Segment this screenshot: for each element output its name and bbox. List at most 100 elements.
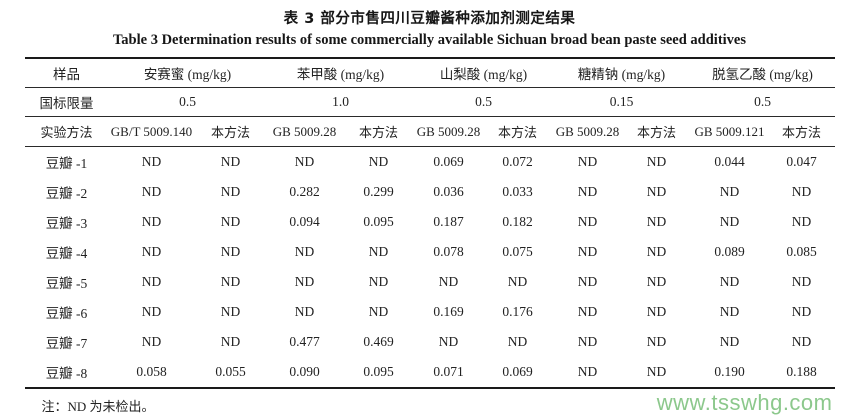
cell-value-r2-c1: ND	[141, 184, 162, 199]
cell-value-r5-c6: ND	[507, 274, 528, 289]
limit-value-5: 0.5	[690, 87, 835, 117]
limit-row-label: 国标限量	[24, 87, 109, 117]
cell-value-r3-c8: ND	[646, 214, 667, 229]
cell-value-r6-c8: ND	[646, 304, 667, 319]
sample-row-1: 豆瓣 -1 ND ND ND ND 0.069 0.072 ND ND 0.044 0.047	[25, 147, 835, 178]
cell-value-r3-c4: 0.095	[363, 214, 394, 229]
cell-value-r6-c7: ND	[577, 304, 598, 319]
limit-value-3: 0.5	[414, 87, 553, 117]
method-ours-1: 本方法	[194, 116, 267, 147]
cell-value-r7-c5: ND	[438, 334, 459, 349]
method-standard-3: GB 5009.28	[414, 116, 483, 147]
cell-value-r8-c6: 0.069	[502, 364, 533, 379]
cell-value-r7-c9: ND	[719, 334, 740, 349]
cell-value-r2-c4: 0.299	[363, 184, 394, 199]
cell-value-r4-c2: ND	[220, 244, 241, 259]
cell-value-r6-c4: ND	[368, 304, 389, 319]
cell-value-r5-c10: ND	[791, 274, 812, 289]
cell-value-r3-c3: 0.094	[289, 214, 320, 229]
cell-value-r3-c7: ND	[577, 214, 598, 229]
sample-name: 豆瓣 -1	[45, 156, 88, 171]
cell-value-r3-c5: 0.187	[433, 214, 464, 229]
limit-row: 国标限量 0.5 1.0 0.5 0.15 0.5	[24, 87, 835, 117]
cell-value-r1-c7: ND	[577, 154, 598, 169]
sample-row-7: 豆瓣 -7 ND ND 0.477 0.469 ND ND ND ND ND ND	[25, 327, 835, 357]
cell-value-r8-c10: 0.188	[786, 364, 817, 379]
cell-value-r6-c9: ND	[719, 304, 740, 319]
cell-value-r3-c9: ND	[719, 214, 740, 229]
col-header-sample: 样品	[24, 58, 109, 88]
cell-value-r6-c1: ND	[141, 304, 162, 319]
cell-value-r5-c4: ND	[368, 274, 389, 289]
cell-value-r7-c4: 0.469	[363, 334, 394, 349]
sample-row-2: 豆瓣 -2 ND ND 0.282 0.299 0.036 0.033 ND ND ND ND	[25, 177, 835, 207]
cell-value-r8-c8: ND	[646, 364, 667, 379]
cell-value-r8-c9: 0.190	[714, 364, 745, 379]
cell-value-r6-c6: 0.176	[502, 304, 533, 319]
cell-value-r1-c9: 0.044	[714, 154, 745, 169]
method-standard-2: GB 5009.28	[266, 116, 343, 147]
sample-row-5: 豆瓣 -5 ND ND ND ND ND ND ND ND ND ND	[25, 267, 835, 297]
sample-row-6: 豆瓣 -6 ND ND ND ND 0.169 0.176 ND ND ND ND	[25, 297, 835, 327]
sample-rows: 豆瓣 -1 ND ND ND ND 0.069 0.072 ND ND 0.044 0.047 豆瓣 …	[25, 147, 835, 389]
table-note: 注：ND 为未检出。	[41, 399, 155, 414]
cell-value-r3-c2: ND	[220, 214, 241, 229]
sample-name: 豆瓣 -7	[45, 336, 88, 351]
cell-value-r5-c8: ND	[646, 274, 667, 289]
sample-name: 豆瓣 -3	[45, 216, 88, 231]
method-standard-4: GB 5009.28	[552, 116, 623, 147]
cell-value-r2-c2: ND	[220, 184, 241, 199]
cell-value-r4-c5: 0.078	[433, 244, 464, 259]
limit-value-4: 0.15	[552, 87, 691, 117]
cell-value-r5-c9: ND	[719, 274, 740, 289]
cell-value-r2-c5: 0.036	[433, 184, 464, 199]
cell-value-r1-c10: 0.047	[786, 154, 817, 169]
cell-value-r2-c8: ND	[646, 184, 667, 199]
cell-value-r3-c10: ND	[791, 214, 812, 229]
cell-value-r5-c1: ND	[141, 274, 162, 289]
method-row: 实验方法 GB/T 5009.140 本方法 GB 5009.28 本方法 GB 500…	[24, 116, 835, 147]
cell-value-r4-c4: ND	[368, 244, 389, 259]
sample-row-3: 豆瓣 -3 ND ND 0.094 0.095 0.187 0.182 ND ND ND ND	[25, 207, 835, 237]
col-header-additive-1: 安赛蜜 (mg/kg)	[108, 58, 267, 88]
cell-value-r8-c7: ND	[577, 364, 598, 379]
method-standard-5: GB 5009.121	[690, 116, 769, 147]
cell-value-r1-c5: 0.069	[433, 154, 464, 169]
limit-value-1: 0.5	[108, 87, 267, 117]
cell-value-r8-c1: 0.058	[136, 364, 167, 379]
cell-value-r6-c3: ND	[294, 304, 315, 319]
method-ours-5: 本方法	[768, 116, 835, 147]
limit-value-2: 1.0	[266, 87, 415, 117]
cell-value-r2-c6: 0.033	[502, 184, 533, 199]
cell-value-r3-c1: ND	[141, 214, 162, 229]
col-header-additive-3: 山梨酸 (mg/kg)	[414, 58, 553, 88]
cell-value-r1-c3: ND	[294, 154, 315, 169]
sample-row-4: 豆瓣 -4 ND ND ND ND 0.078 0.075 ND ND 0.089 0.085	[25, 237, 835, 267]
cell-value-r7-c7: ND	[577, 334, 598, 349]
cell-value-r5-c7: ND	[577, 274, 598, 289]
cell-value-r5-c2: ND	[220, 274, 241, 289]
col-header-additive-5: 脱氢乙酸 (mg/kg)	[690, 58, 835, 88]
cell-value-r4-c3: ND	[294, 244, 315, 259]
cell-value-r7-c3: 0.477	[289, 334, 320, 349]
cell-value-r5-c3: ND	[294, 274, 315, 289]
cell-value-r8-c5: 0.071	[433, 364, 464, 379]
sample-name: 豆瓣 -4	[45, 246, 88, 261]
sample-name: 豆瓣 -5	[45, 276, 88, 291]
cell-value-r2-c9: ND	[719, 184, 740, 199]
sample-name: 豆瓣 -6	[45, 306, 88, 321]
col-header-additive-2: 苯甲酸 (mg/kg)	[266, 58, 415, 88]
cell-value-r6-c2: ND	[220, 304, 241, 319]
cell-value-r6-c10: ND	[791, 304, 812, 319]
cell-value-r8-c4: 0.095	[363, 364, 394, 379]
cell-value-r1-c1: ND	[141, 154, 162, 169]
table-head: 样品 安赛蜜 (mg/kg) 苯甲酸 (mg/kg) 山梨酸 (mg/kg) 糖精钠 …	[24, 58, 835, 147]
method-ours-3: 本方法	[482, 116, 553, 147]
cell-value-r4-c10: 0.085	[786, 244, 817, 259]
cell-value-r8-c3: 0.090	[289, 364, 320, 379]
cell-value-r4-c8: ND	[646, 244, 667, 259]
cell-value-r8-c2: 0.055	[215, 364, 246, 379]
cell-value-r1-c4: ND	[368, 154, 389, 169]
cell-value-r1-c6: 0.072	[502, 154, 533, 169]
